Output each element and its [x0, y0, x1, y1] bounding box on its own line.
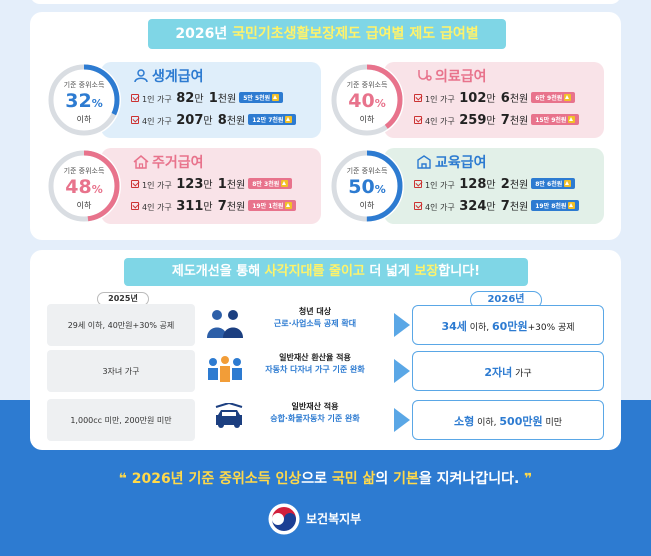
benefit-row: 4인 가구 311만 7천원 19만 1천원	[131, 198, 297, 214]
benefit-name: 교육급여	[416, 152, 487, 172]
young-adults-icon	[204, 308, 246, 342]
ring-gauge	[331, 64, 403, 136]
up-arrow-icon	[285, 116, 293, 123]
up-arrow-icon	[564, 94, 572, 101]
new-criteria-box: 2자녀 가구	[412, 351, 604, 391]
check-icon	[414, 202, 422, 210]
increase-badge: 8만 3천원	[248, 178, 293, 189]
increase-badge: 6만 9천원	[531, 92, 576, 103]
benefit-box-3: 주거급여 1인 가구 123만 1천원 8만 3천원 4인 가구 311만 7천원 19…	[101, 148, 321, 224]
ring-gauge	[48, 64, 120, 136]
benefit-name: 의료급여	[416, 66, 487, 86]
taegeuk-logo-icon	[268, 503, 300, 535]
increase-badge: 5만 5천원	[239, 92, 284, 103]
benefit-row: 1인 가구 123만 1천원 8만 3천원	[131, 176, 293, 192]
median-income-ring: 기준 중위소득 50% 이하	[330, 149, 404, 223]
check-icon	[131, 180, 139, 188]
benefit-row: 1인 가구 82만 1천원 5만 5천원	[131, 90, 284, 106]
improvement-description: 일반재산 적용 승합·화물자동차 기준 완화	[270, 402, 360, 423]
old-year-pill: 2025년	[97, 292, 149, 306]
check-icon	[414, 116, 422, 124]
section1-title: 2026년 국민기초생활보장제도 급여별 제도 급여별	[148, 19, 506, 49]
slogan: ❝ 2026년 기준 중위소득 인상으로 국민 삶의 기본을 지켜나갑니다. ❞	[118, 471, 533, 487]
right-arrow-icon	[394, 359, 410, 383]
old-criteria-box: 3자녀 가구	[47, 350, 195, 392]
increase-badge: 12만 7천원	[248, 114, 297, 125]
benefit-row: 4인 가구 207만 8천원 12만 7천원	[131, 112, 297, 128]
benefit-row: 1인 가구 102만 6천원 6만 9천원	[414, 90, 576, 106]
check-icon	[414, 94, 422, 102]
up-arrow-icon	[272, 94, 280, 101]
old-criteria-box: 29세 이하, 40만원+30% 공제	[47, 304, 195, 346]
benefit-row: 4인 가구 324만 7천원 19만 8천원	[414, 198, 580, 214]
ring-gauge	[48, 150, 120, 222]
up-arrow-icon	[568, 202, 576, 209]
ministry-name: 보건복지부	[306, 512, 362, 526]
benefit-name: 생계급여	[133, 66, 204, 86]
check-icon	[131, 116, 139, 124]
up-arrow-icon	[285, 202, 293, 209]
up-arrow-icon	[568, 116, 576, 123]
benefit-box-1: 생계급여 1인 가구 82만 1천원 5만 5천원 4인 가구 207만 8천원 12만…	[101, 62, 321, 138]
car-icon	[212, 401, 246, 437]
increase-badge: 19만 1천원	[248, 200, 297, 211]
up-arrow-icon	[281, 180, 289, 187]
check-icon	[131, 94, 139, 102]
median-income-ring: 기준 중위소득 40% 이하	[330, 63, 404, 137]
up-arrow-icon	[564, 180, 572, 187]
children-icon	[204, 354, 246, 392]
median-income-ring: 기준 중위소득 48% 이하	[47, 149, 121, 223]
check-icon	[131, 202, 139, 210]
benefit-box-4: 교육급여 1인 가구 128만 2천원 8만 6천원 4인 가구 324만 7천원 19…	[384, 148, 604, 224]
old-criteria-box: 1,000cc 미만, 200만원 미만	[47, 399, 195, 441]
increase-badge: 19만 8천원	[531, 200, 580, 211]
right-arrow-icon	[394, 408, 410, 432]
section2-title: 제도개선을 통해 사각지대를 줄이고 더 넓게 보장합니다!	[124, 258, 528, 286]
check-icon	[414, 180, 422, 188]
new-criteria-box: 34세 이하, 60만원+30% 공제	[412, 305, 604, 345]
increase-badge: 8만 6천원	[531, 178, 576, 189]
improvement-description: 일반재산 환산율 적용 자동차 다자녀 가구 기준 완화	[265, 353, 365, 374]
new-criteria-box: 소형 이하, 500만원 미만	[412, 400, 604, 440]
right-arrow-icon	[394, 313, 410, 337]
increase-badge: 15만 9천원	[531, 114, 580, 125]
benefit-box-2: 의료급여 1인 가구 102만 6천원 6만 9천원 4인 가구 259만 7천원 15…	[384, 62, 604, 138]
ring-gauge	[331, 150, 403, 222]
benefit-name: 주거급여	[133, 152, 204, 172]
benefit-row: 1인 가구 128만 2천원 8만 6천원	[414, 176, 576, 192]
median-income-ring: 기준 중위소득 32% 이하	[47, 63, 121, 137]
improvement-description: 청년 대상 근로·사업소득 공제 확대	[273, 307, 357, 328]
benefit-row: 4인 가구 259만 7천원 15만 9천원	[414, 112, 580, 128]
top-strip	[30, 0, 621, 4]
